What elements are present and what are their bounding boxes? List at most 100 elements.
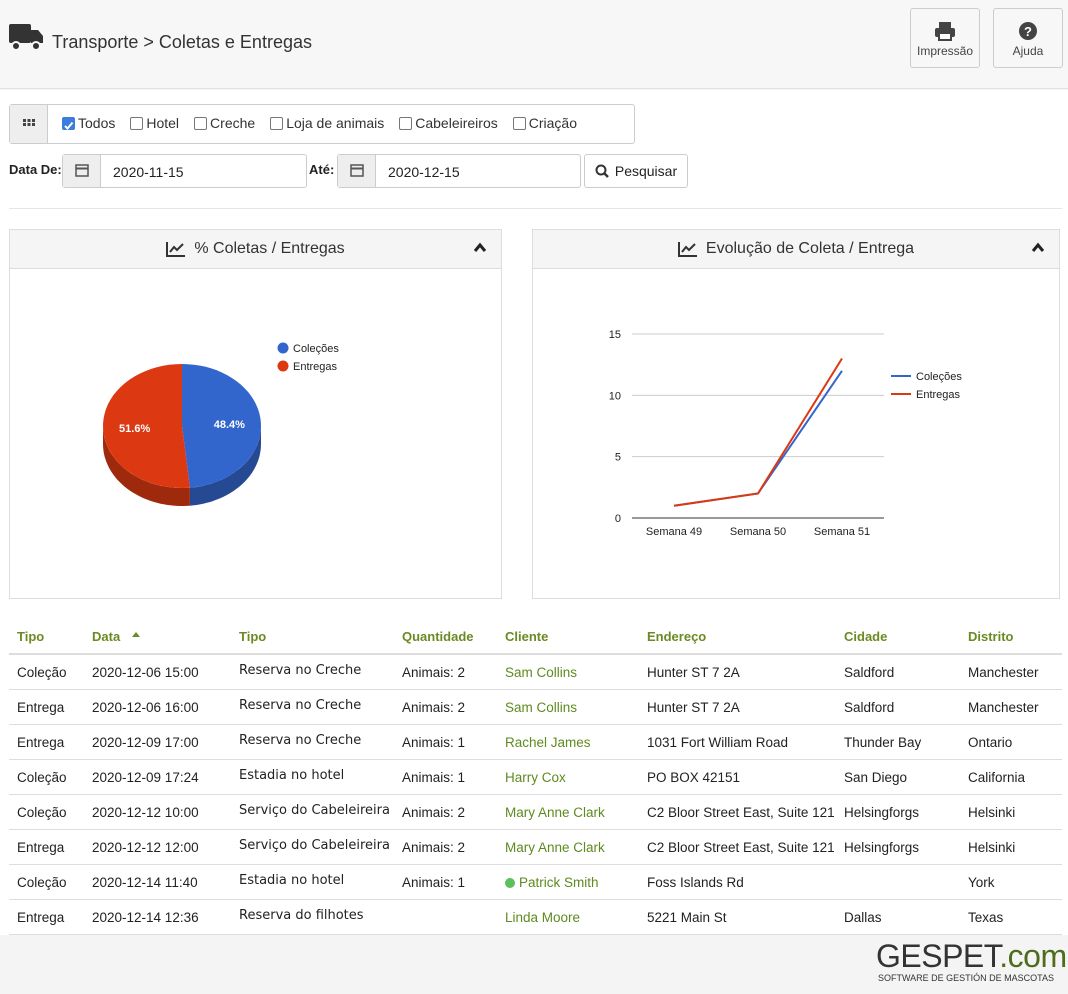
table-cell: Hunter ST 7 2A [647, 700, 740, 715]
row-border [9, 689, 1062, 690]
checkbox [270, 116, 284, 130]
table-cell[interactable]: Harry Cox [505, 770, 566, 785]
y-tick-label: 15 [609, 329, 621, 341]
cell-text: 2020-12-06 15:00 [92, 665, 199, 680]
table-cell: Entrega [17, 840, 64, 855]
cell-text: San Diego [844, 770, 908, 785]
filter-option[interactable]: Criação [512, 115, 577, 131]
legend-label: Coleções [916, 371, 962, 383]
panel-header: Evolução de Coleta / Entrega [533, 230, 1059, 269]
filter-option[interactable]: Todos [62, 115, 115, 131]
header-border [9, 653, 1062, 655]
line-series [673, 370, 843, 507]
checkbox [194, 116, 208, 130]
cell-text: 5221 Main St [647, 910, 727, 925]
cell-text: Patrick Smith [519, 875, 599, 890]
table-cell: Saldford [844, 700, 894, 715]
date-to-input[interactable]: 2020-12-15 [337, 154, 581, 188]
status-dot [505, 878, 515, 888]
table-cell: Thunder Bay [844, 735, 921, 750]
table-cell[interactable]: Sam Collins [505, 665, 577, 680]
table-cell: Serviço do Cabeleireira [239, 838, 390, 853]
cell-text: Manchester [968, 665, 1039, 680]
cell-text: Serviço do Cabeleireira [239, 838, 390, 853]
cell-text: Sam Collins [505, 665, 578, 680]
help-button[interactable]: ? Ajuda [993, 8, 1063, 68]
pie-slice [103, 364, 190, 488]
data-table: Tipo Data Tipo Quantidade Cliente Endereço Cid… [9, 620, 1062, 935]
table-cell: Reserva do filhotes [239, 908, 364, 923]
cell-text: PO BOX 42151 [647, 770, 741, 785]
row-border [9, 829, 1062, 830]
line-panel: Evolução de Coleta / Entrega 0 5 10 15 Seman… [532, 229, 1060, 599]
cell-text: Manchester [968, 700, 1039, 715]
pie-slice [182, 364, 261, 488]
table-cell: Animais: 2 [402, 840, 465, 855]
table-cell[interactable]: Sam Collins [505, 700, 577, 715]
cell-text: Animais: 1 [402, 770, 466, 785]
table-cell: Coleção [17, 770, 67, 785]
cell-text: Ontario [968, 735, 1013, 750]
table-cell[interactable]: Rachel James [505, 735, 591, 750]
table-cell[interactable]: Mary Anne Clark [505, 840, 605, 855]
cell-text: Animais: 2 [402, 665, 466, 680]
filter-label: Hotel [146, 115, 180, 131]
table-cell: Estadia no hotel [239, 768, 344, 783]
filter-option[interactable]: Loja de animais [270, 115, 384, 131]
search-label: Pesquisar [614, 163, 678, 179]
cell-text: Helsinki [968, 840, 1016, 855]
table-cell: Reserva no Creche [239, 698, 361, 713]
pie-panel: % Coletas / Entregas 48.4% Coleções 51.6% E… [9, 229, 502, 599]
table-cell: Helsingforgs [844, 840, 919, 855]
line-series [673, 358, 843, 507]
column-header[interactable]: Distrito [968, 629, 1014, 644]
date-from-label: Data De: [9, 162, 62, 177]
table-cell: 2020-12-14 12:36 [92, 910, 199, 925]
collapse-icon[interactable] [1031, 242, 1045, 254]
help-label: Ajuda [1012, 44, 1044, 58]
legend-label: Entregas [293, 361, 338, 373]
column-header[interactable]: Cidade [844, 629, 888, 644]
date-from-input[interactable]: 2020-11-15 [62, 154, 307, 188]
filter-option[interactable]: Cabeleireiros [399, 115, 498, 131]
table-cell[interactable]: Mary Anne Clark [505, 805, 605, 820]
column-header[interactable]: Quantidade [402, 629, 474, 644]
calendar-addon [63, 155, 101, 187]
y-tick-label: 10 [609, 390, 621, 402]
table-cell: 2020-12-12 10:00 [92, 805, 199, 820]
table-cell: C2 Bloor Street East, Suite 121 [647, 840, 835, 855]
print-button[interactable]: Impressão [910, 8, 980, 68]
table-cell[interactable]: Linda Moore [505, 910, 580, 925]
table-cell: Entrega [17, 735, 64, 750]
cell-text: Entrega [17, 735, 65, 750]
checkbox [130, 116, 144, 130]
table-cell[interactable]: Patrick Smith [505, 875, 599, 890]
table-cell: Coleção [17, 665, 67, 680]
table-cell: Animais: 1 [402, 875, 465, 890]
calendar-addon [338, 155, 376, 187]
cell-text: Coleção [17, 805, 67, 820]
collapse-icon[interactable] [473, 242, 487, 254]
y-tick-label: 5 [615, 452, 621, 464]
column-header[interactable]: Endereço [647, 629, 707, 644]
cell-text: Reserva no Creche [239, 663, 362, 678]
table-cell: Saldford [844, 665, 894, 680]
column-header[interactable]: Tipo [239, 629, 267, 644]
column-header[interactable]: Data [92, 629, 141, 644]
column-header[interactable]: Tipo [17, 629, 45, 644]
grid-button[interactable] [10, 105, 48, 143]
cell-text: C2 Bloor Street East, Suite 121 [647, 840, 835, 855]
search-button[interactable]: Pesquisar [584, 154, 688, 188]
column-header[interactable]: Cliente [505, 629, 549, 644]
filter-option[interactable]: Creche [194, 115, 255, 131]
cell-text: Animais: 1 [402, 875, 466, 890]
row-border [9, 934, 1062, 935]
cell-text: Texas [968, 910, 1004, 925]
cell-text: C2 Bloor Street East, Suite 121 [647, 805, 835, 820]
cell-text: 2020-12-14 11:40 [92, 875, 198, 890]
cell-text: California [968, 770, 1026, 785]
cell-text: Coleção [17, 665, 67, 680]
svg-text:?: ? [1024, 24, 1032, 39]
filter-option[interactable]: Hotel [130, 115, 179, 131]
